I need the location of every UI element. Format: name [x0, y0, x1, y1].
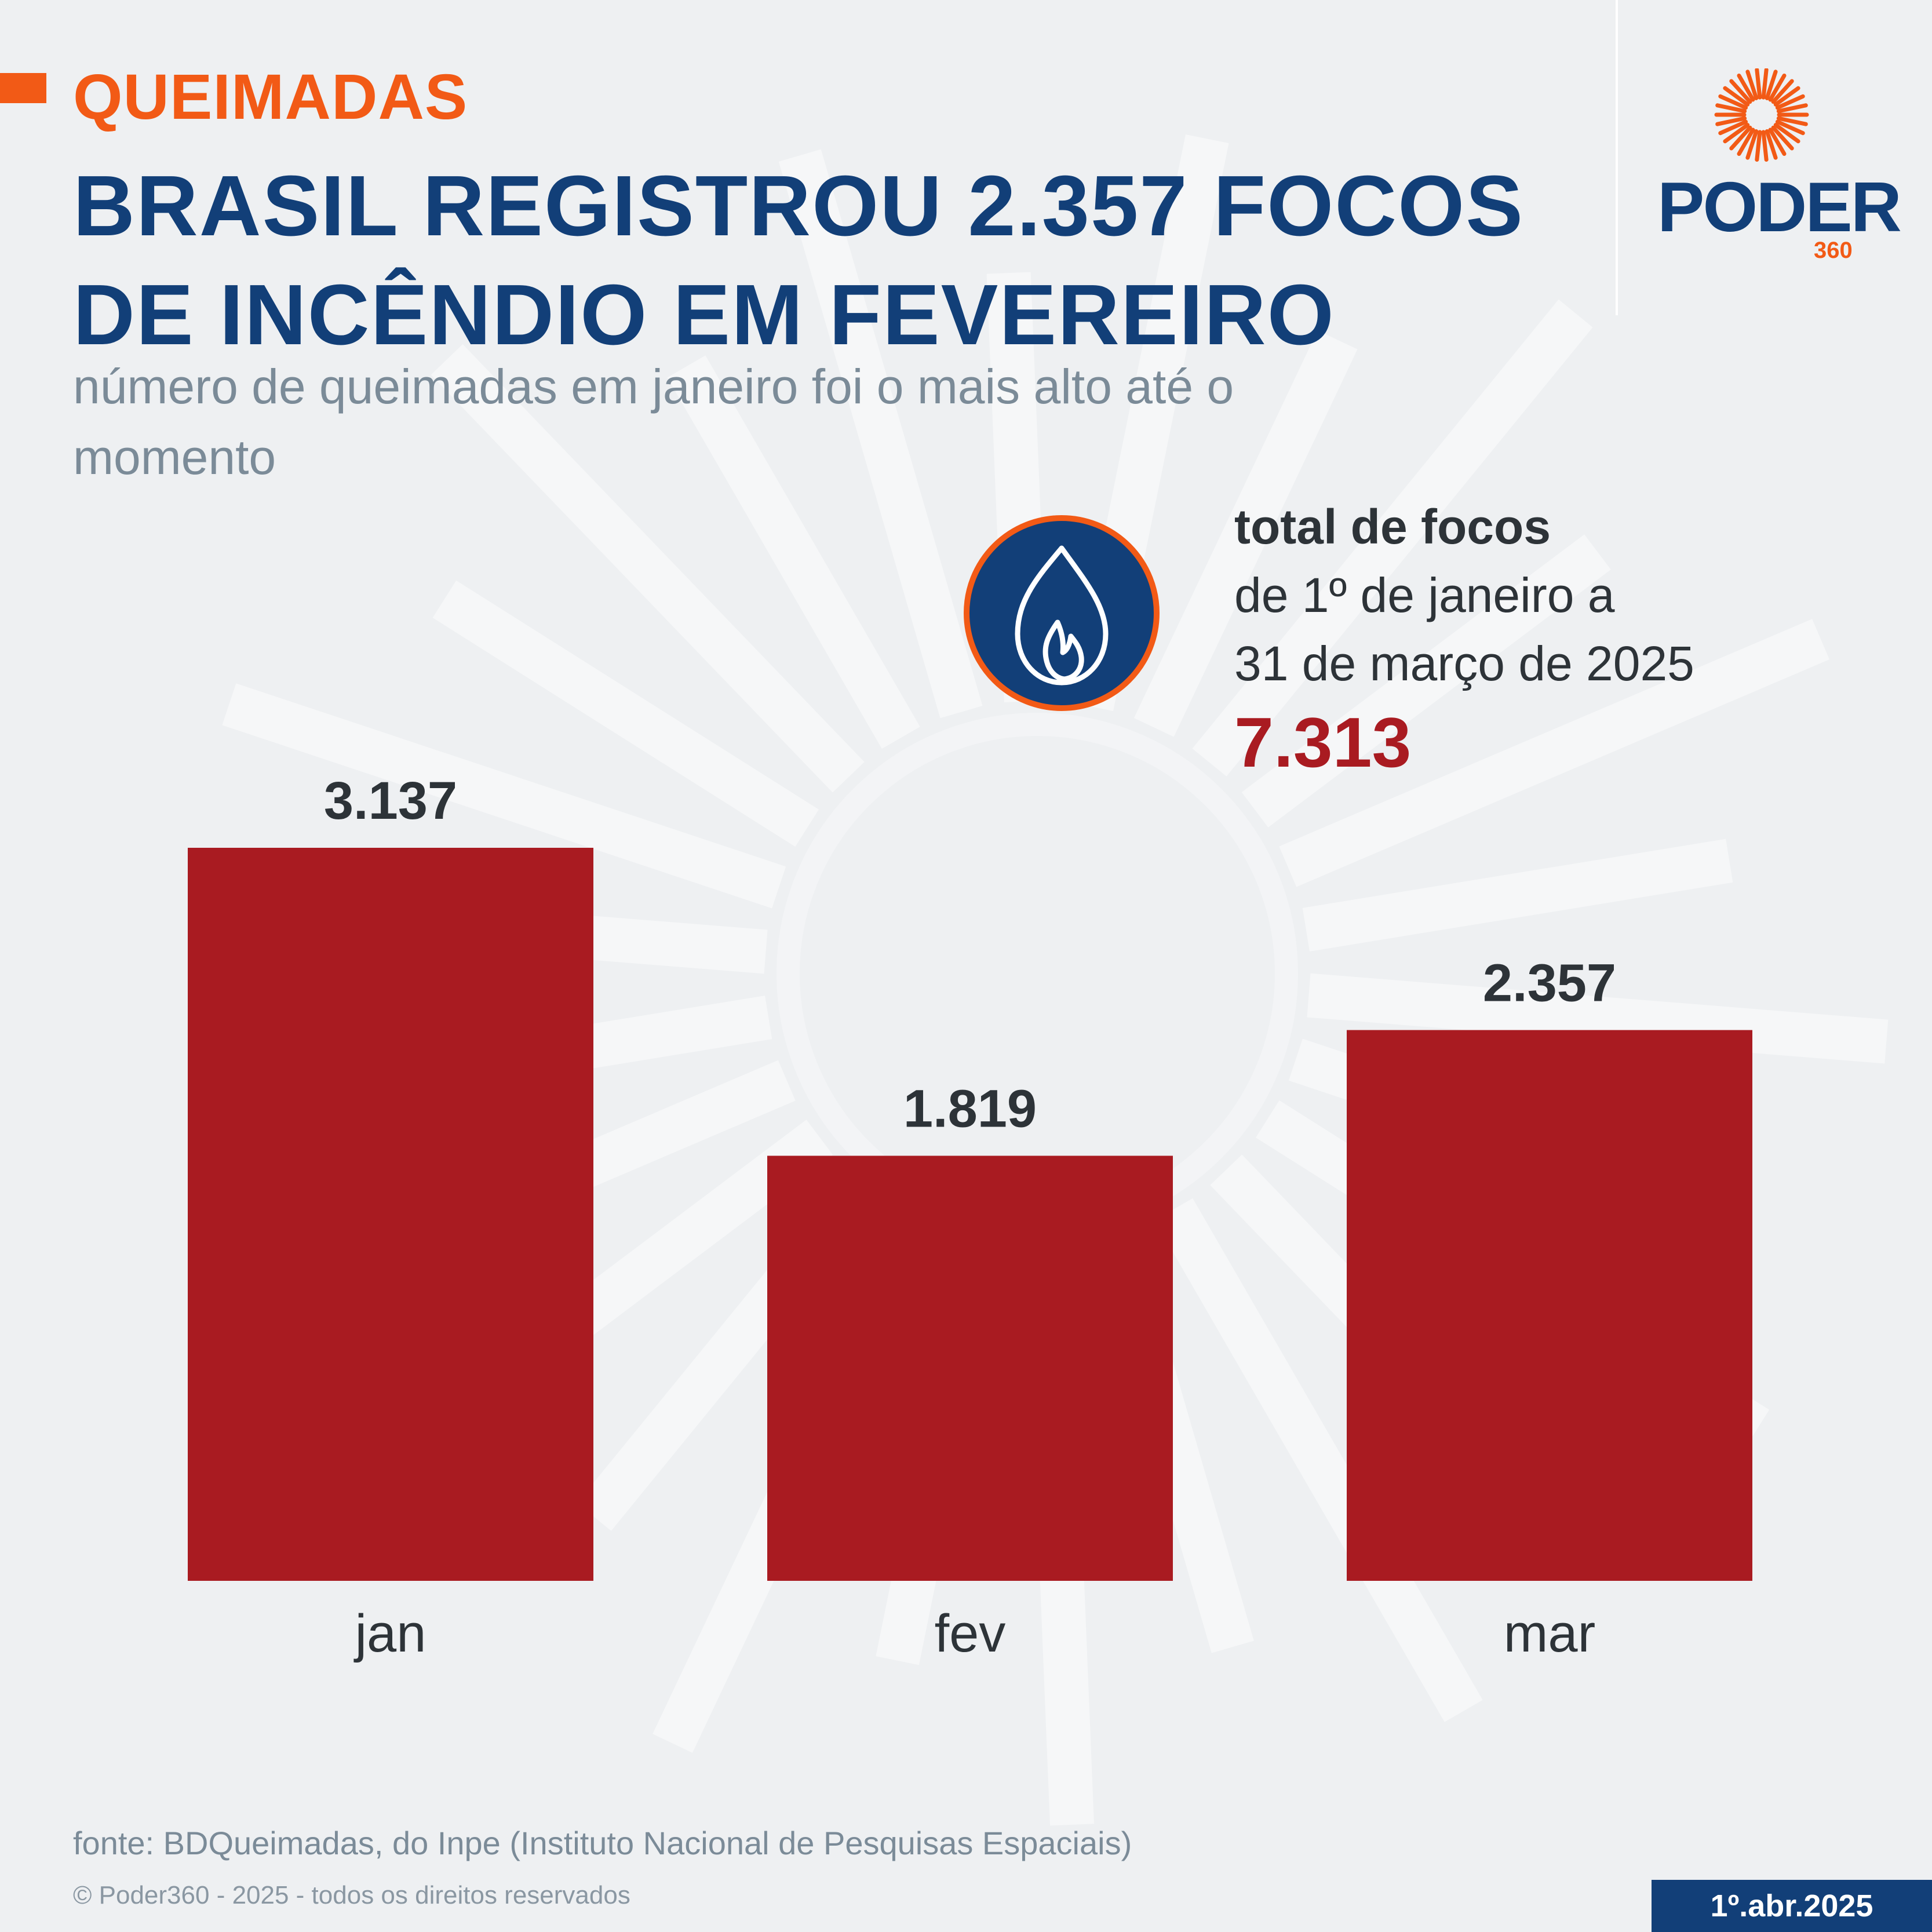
background-ray — [431, 344, 865, 793]
background-ray — [778, 149, 983, 719]
logo-ray — [1765, 129, 1778, 160]
logo-ray — [1775, 119, 1805, 136]
total-block: total de focos de 1º de janeiro a 31 de … — [1234, 493, 1694, 786]
logo-ray — [1718, 94, 1748, 110]
logo-ray — [1768, 127, 1787, 156]
background-ray — [1307, 973, 1889, 1064]
background-ray — [432, 580, 819, 847]
logo-ray — [1729, 79, 1752, 104]
logo-ray — [1737, 73, 1755, 102]
bar-value-label: 3.137 — [324, 771, 457, 830]
total-period-line1: de 1º de janeiro a — [1234, 568, 1615, 622]
background-ray — [1241, 534, 1611, 828]
logo-ray — [1761, 68, 1769, 100]
logo-ray — [1745, 129, 1759, 160]
kicker-marker — [0, 73, 46, 103]
kicker-label: QUEIMADAS — [73, 61, 468, 133]
background-ray — [1302, 839, 1733, 952]
logo-ray — [1718, 119, 1748, 136]
logo-ray — [1715, 116, 1747, 126]
total-period-line2: 31 de março de 2025 — [1234, 636, 1694, 691]
total-title: total de focos — [1234, 500, 1551, 554]
logo-number: 360 — [1814, 238, 1853, 263]
logo-ray — [1729, 125, 1752, 151]
logo-ray — [1723, 86, 1750, 107]
bar-value-label: 2.357 — [1483, 954, 1616, 1013]
bar-value-label: 1.819 — [903, 1079, 1037, 1138]
source-note: fonte: BDQueimadas, do Inpe (Instituto N… — [73, 1825, 1132, 1861]
background-ray — [1154, 1198, 1483, 1722]
logo-ray — [1768, 73, 1787, 102]
flame-icon — [964, 515, 1160, 711]
logo-ray — [1771, 125, 1794, 151]
bar-mar — [1347, 1030, 1752, 1581]
background-ray — [222, 683, 786, 909]
logo-ray — [1773, 86, 1800, 107]
logo-ray — [1765, 70, 1778, 100]
headline: BRASIL REGISTROU 2.357 FOCOS DE INCÊNDIO… — [73, 158, 1524, 363]
background-ray — [667, 355, 920, 749]
logo-ray — [1776, 116, 1808, 126]
background-ray — [1279, 619, 1829, 887]
logo-ray — [1771, 79, 1794, 104]
logo-ray — [1773, 123, 1800, 144]
background-ray — [1133, 330, 1358, 737]
date-badge: 1º.abr.2025 — [1652, 1880, 1932, 1932]
total-value: 7.313 — [1234, 703, 1412, 782]
logo-ray — [1755, 68, 1762, 100]
logo-ray — [1745, 70, 1759, 100]
header-divider — [1616, 0, 1618, 315]
category-label: jan — [353, 1604, 427, 1663]
sun-burst-icon — [1714, 68, 1809, 162]
logo-ray — [1776, 103, 1808, 114]
subtitle: número de queimadas em janeiro foi o mai… — [73, 359, 1234, 484]
logo-ray — [1737, 127, 1755, 156]
bar-fev — [767, 1155, 1173, 1581]
logo-ray — [1761, 130, 1769, 162]
logo-ray — [1775, 94, 1805, 110]
logo-ray — [1755, 130, 1762, 162]
logo-ray — [1723, 123, 1750, 144]
background-ray — [1192, 299, 1593, 777]
category-label: fev — [935, 1604, 1006, 1663]
bar-jan — [188, 848, 593, 1581]
logo-wordmark: PODER — [1657, 167, 1902, 246]
category-label: mar — [1504, 1604, 1595, 1663]
copyright: © Poder360 - 2025 - todos os direitos re… — [73, 1881, 630, 1909]
logo-ray — [1715, 103, 1747, 114]
